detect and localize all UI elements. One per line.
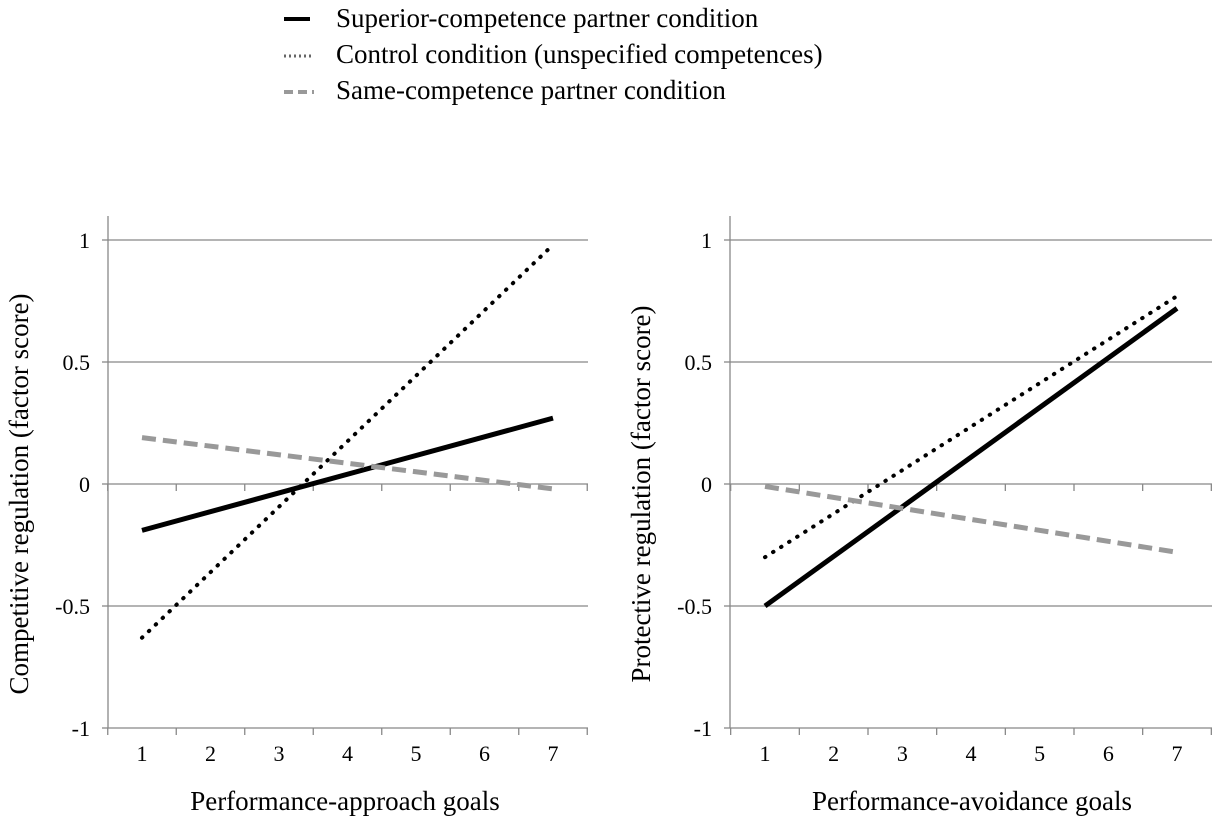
y-tick-label: 0	[79, 472, 90, 497]
legend-label: Control condition (unspecified competenc…	[336, 38, 823, 69]
legend-swatch-dashed	[272, 84, 328, 96]
legend-label: Superior-competence partner condition	[336, 2, 759, 33]
x-tick-label: 7	[1172, 741, 1183, 766]
y-tick-label: 0.5	[63, 350, 91, 375]
series-line-dotted	[763, 294, 1179, 560]
x-tick-label: 2	[205, 741, 216, 766]
y-tick-label: -0.5	[677, 594, 712, 619]
x-tick-label: 6	[1103, 741, 1114, 766]
legend: Superior-competence partner condition Co…	[272, 0, 992, 115]
x-tick-label: 6	[479, 741, 490, 766]
x-tick-label: 3	[274, 741, 285, 766]
y-tick-label: 0	[701, 472, 712, 497]
x-tick-label: 7	[548, 741, 559, 766]
series-line-dotted	[140, 242, 555, 640]
series-line-solid	[763, 306, 1179, 609]
y-axis-title: Competitive regulation (factor score)	[4, 293, 34, 694]
y-tick-label: 0.5	[685, 350, 713, 375]
series-line-solid	[141, 415, 554, 533]
y-axis-title: Protective regulation (factor score)	[626, 305, 656, 682]
legend-label: Same-competence partner condition	[336, 74, 726, 105]
x-tick-label: 4	[966, 741, 977, 766]
series-line-dashed	[764, 483, 1178, 555]
x-axis-title: Performance-approach goals	[190, 786, 500, 816]
legend-item-same: Same-competence partner condition	[272, 72, 726, 108]
y-tick-label: 1	[79, 228, 90, 253]
x-tick-label: 5	[411, 741, 422, 766]
x-tick-label: 2	[828, 741, 839, 766]
x-tick-label: 5	[1034, 741, 1045, 766]
y-tick-label: 1	[701, 228, 712, 253]
y-tick-label: -1	[694, 716, 712, 741]
legend-item-superior: Superior-competence partner condition	[272, 0, 758, 36]
y-tick-label: -1	[72, 716, 90, 741]
x-tick-label: 4	[342, 741, 353, 766]
legend-item-control: Control condition (unspecified competenc…	[272, 36, 823, 72]
x-tick-label: 1	[137, 741, 148, 766]
x-tick-label: 1	[760, 741, 771, 766]
x-axis-title: Performance-avoidance goals	[812, 786, 1132, 816]
x-tick-label: 3	[897, 741, 908, 766]
legend-swatch-solid	[272, 12, 328, 24]
series-line-dashed	[141, 435, 554, 492]
y-tick-label: -0.5	[55, 594, 90, 619]
